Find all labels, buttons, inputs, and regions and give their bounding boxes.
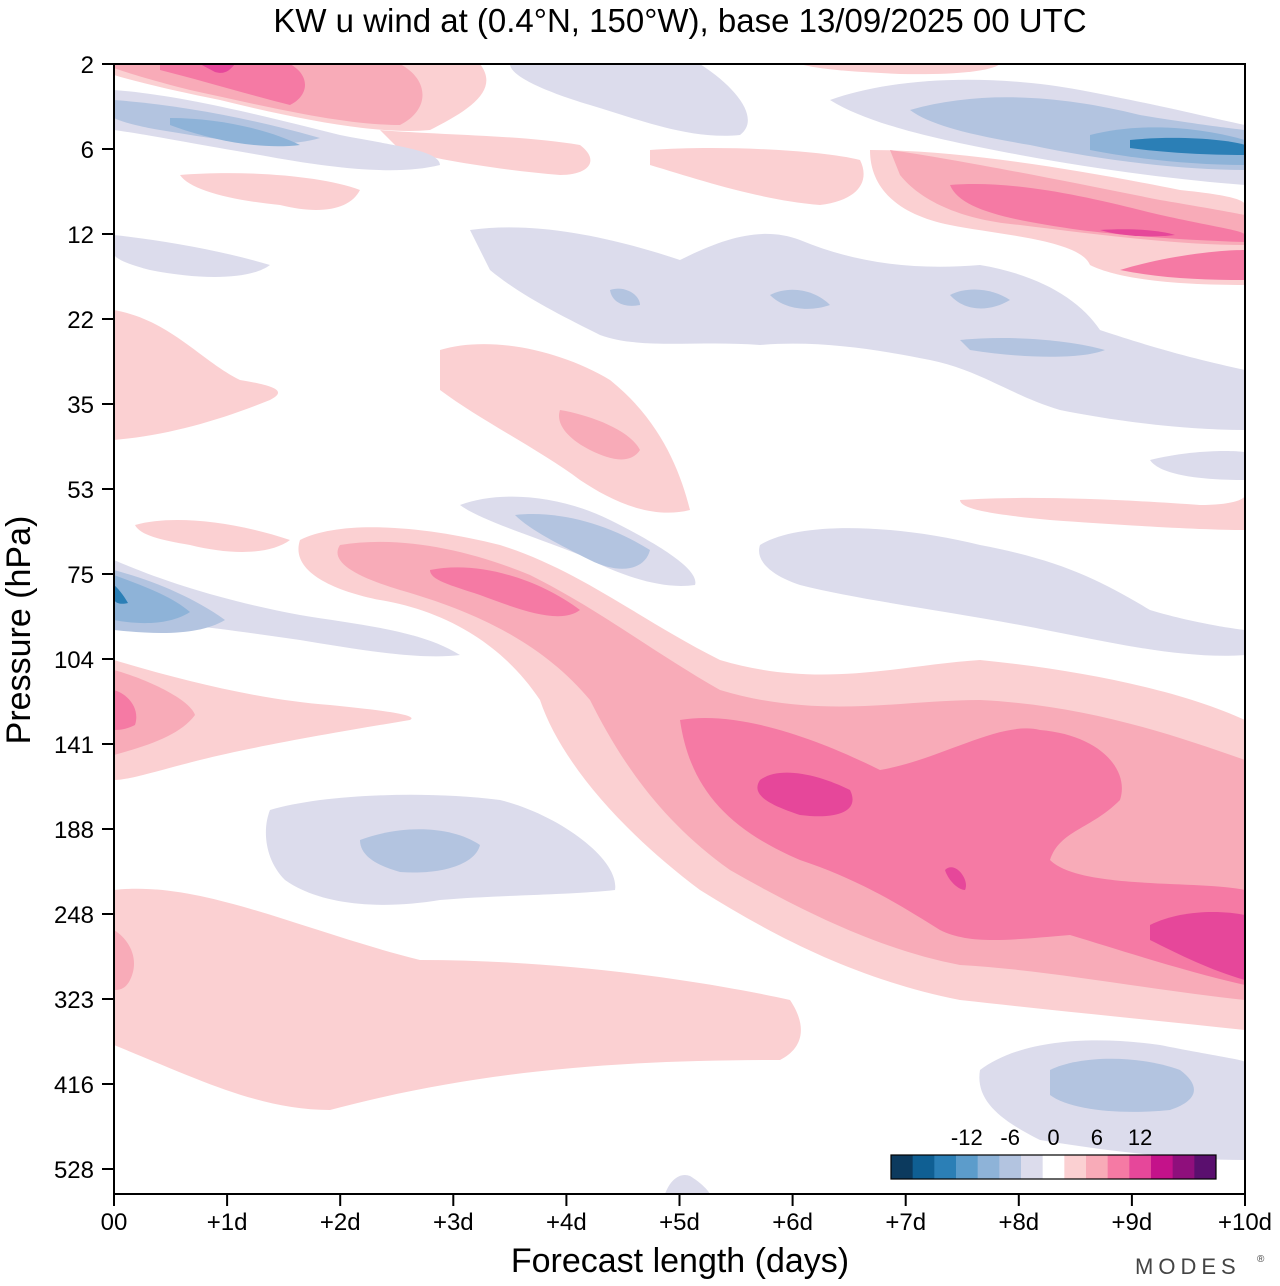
contour-pos-12-core-10d (1150, 912, 1245, 980)
contour-neg-6-416hpa (1050, 1058, 1194, 1112)
contour-pos-12-core-6d (757, 772, 853, 817)
registered-mark-icon: ® (1257, 1254, 1265, 1265)
contour-neg-9-75hpa-left (114, 575, 190, 624)
contour-pos-9-141 (114, 690, 137, 730)
colorbar-swatch (1064, 1155, 1087, 1179)
x-tick-label: +1d (207, 1209, 248, 1236)
contour-pos-3-53hpa-right (960, 495, 1245, 530)
colorbar-tick-label: 0 (1047, 1125, 1059, 1150)
contour-neg-3-53hpa-right (1150, 450, 1245, 480)
contour-pos-3-141 (114, 660, 412, 780)
contour-neg-3-12hpa-left (114, 235, 270, 277)
contour-neg-6-22hpa-mid (610, 288, 640, 306)
y-axis-title: Pressure (hPa) (0, 516, 38, 745)
contour-neg-6-30hpa-right (960, 338, 1105, 357)
y-tick-label: 12 (67, 222, 94, 249)
contour-field (114, 64, 1245, 1194)
colorbar-swatch (1151, 1155, 1174, 1179)
y-tick-label: 75 (67, 562, 94, 589)
colorbar-swatch (1129, 1155, 1152, 1179)
y-tick-label: 35 (67, 392, 94, 419)
contour-pos-6-300 (114, 930, 135, 990)
y-tick-label: 22 (67, 307, 94, 334)
contour-pos-3-22hpa (114, 310, 279, 440)
colorbar-swatch (891, 1155, 914, 1179)
colorbar-swatch (1107, 1155, 1130, 1179)
contour-neg-12-75hpa-left (114, 585, 128, 604)
y-tick-label: 104 (54, 647, 94, 674)
y-tick-label: 528 (54, 1157, 94, 1184)
contour-pos-3-10hpa-left (180, 173, 360, 210)
contour-pos-12-8-12hpa-right (1100, 229, 1175, 237)
colorbar-tick-label: 12 (1128, 1125, 1152, 1150)
colorbar-tick-label: 6 (1091, 1125, 1103, 1150)
contour-neg-3-upper-mid (510, 64, 748, 136)
y-tick-label: 416 (54, 1072, 94, 1099)
colorbar-swatch (1021, 1155, 1044, 1179)
contour-pos-9-8-12hpa-right (950, 184, 1245, 242)
y-tick-label: 6 (81, 137, 94, 164)
x-tick-label: +3d (433, 1209, 474, 1236)
contour-neg-12-upper-right (1130, 137, 1245, 155)
colorbar-swatch (1042, 1155, 1065, 1179)
contour-pos-12-core-7d (945, 867, 966, 890)
x-tick-label: +5d (659, 1209, 700, 1236)
colorbar-swatch (934, 1155, 957, 1179)
contour-pos-3-lower (114, 888, 801, 1110)
x-axis-title: Forecast length (days) (511, 1242, 849, 1280)
colorbar-swatch (956, 1155, 979, 1179)
x-tick-label: +7d (885, 1209, 926, 1236)
colorbar-swatch (1172, 1155, 1195, 1179)
contour-neg-3-75hpa-right (759, 528, 1245, 656)
contour-neg-3-75hpa-left (114, 560, 460, 657)
contour-pos-6-141 (114, 670, 195, 755)
contour-pos-12-upper-left (200, 64, 235, 73)
x-tick-label: +6d (772, 1209, 813, 1236)
colorbar-swatch (977, 1155, 1000, 1179)
colorbar-tick-label: -6 (1000, 1125, 1020, 1150)
contour-pos-9-jet (430, 567, 580, 617)
contour-neg-3-12-22hpa-band (470, 227, 1245, 430)
y-tick-label: 2 (81, 52, 94, 79)
contour-pos-6-35hpa (559, 410, 640, 460)
x-tick-label: +9d (1112, 1209, 1153, 1236)
contour-neg-6-22hpa-mid2 (770, 289, 830, 309)
y-tick-label: 248 (54, 902, 94, 929)
colorbar-swatch (1194, 1155, 1217, 1179)
x-tick-label: +10d (1218, 1209, 1272, 1236)
y-tick-label: 141 (54, 732, 94, 759)
y-tick-label: 188 (54, 817, 94, 844)
contour-pos-3-6hpa-mid (650, 148, 864, 205)
modes-watermark: MODES (1135, 1254, 1241, 1279)
contour-neg-3-bottom (665, 1174, 710, 1194)
y-tick-label: 53 (67, 477, 94, 504)
x-tick-label: +4d (546, 1209, 587, 1236)
x-tick-label: +2d (320, 1209, 361, 1236)
contour-pos-9-upper-left (160, 64, 305, 105)
colorbar-swatch (912, 1155, 935, 1179)
contour-pos-3-53hpa-left (135, 520, 290, 552)
colorbar-swatch (1086, 1155, 1109, 1179)
contour-pos-9-16hpa-right (1120, 250, 1245, 280)
y-tick-label: 323 (54, 987, 94, 1014)
contour-pos-3-2hpa-right (800, 64, 1000, 75)
colorbar-swatch (999, 1155, 1022, 1179)
contour-neg-6-53-75hpa-mid (515, 514, 650, 569)
contour-neg-9-6hpa-band (170, 118, 300, 147)
y-axis: 2 6 12 22 35 53 75 104 141 188 248 323 416 528 (54, 52, 114, 1184)
x-axis: 00 +1d +2d +3d +4d +5d +6d +7d +8d +9d +10d (101, 1194, 1272, 1236)
chart-title: KW u wind at (0.4°N, 150°W), base 13/09/… (273, 2, 1086, 39)
contour-neg-6-188hpa (360, 829, 480, 873)
x-tick-label: +8d (998, 1209, 1039, 1236)
contour-pos-3-upper-mid (380, 130, 591, 175)
colorbar-tick-label: -12 (951, 1125, 983, 1150)
contour-neg-6-22hpa-right (950, 289, 1010, 309)
colorbar-legend: -12 -6 0 6 12 (890, 1125, 1217, 1180)
colorbar-frame (890, 1154, 1217, 1180)
x-tick-label: 00 (101, 1209, 128, 1236)
